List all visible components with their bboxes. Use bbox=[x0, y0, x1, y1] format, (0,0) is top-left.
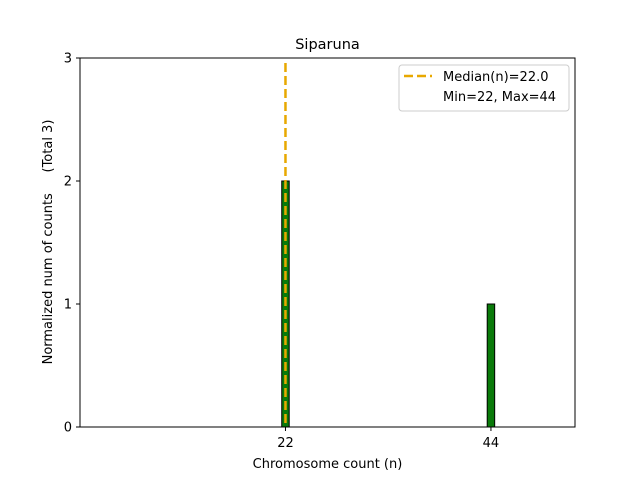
x-axis-ticks: 22 44 bbox=[277, 427, 499, 451]
x-tick-label: 44 bbox=[483, 436, 500, 451]
legend: Median(n)=22.0 Min=22, Max=44 bbox=[398, 64, 570, 112]
x-tick-label: 22 bbox=[277, 436, 294, 451]
bar-44 bbox=[486, 303, 496, 428]
y-tick-label: 1 bbox=[64, 298, 72, 313]
y-tick-label: 3 bbox=[64, 52, 72, 67]
x-axis-label: Chromosome count (n) bbox=[253, 457, 403, 472]
y-tick-label: 2 bbox=[64, 175, 72, 190]
legend-entry-median: Median(n)=22.0 bbox=[443, 70, 549, 85]
y-axis-label: Normalized num of counts (Total 3) bbox=[41, 120, 56, 365]
plot-frame bbox=[79, 57, 576, 428]
bars-group bbox=[281, 180, 496, 428]
legend-entry-range: Min=22, Max=44 bbox=[443, 90, 556, 105]
y-tick-label: 0 bbox=[64, 421, 72, 436]
chart-title: Siparuna bbox=[295, 37, 360, 53]
legend-box bbox=[398, 64, 570, 112]
y-axis-ticks: 0 1 2 3 bbox=[64, 52, 80, 436]
